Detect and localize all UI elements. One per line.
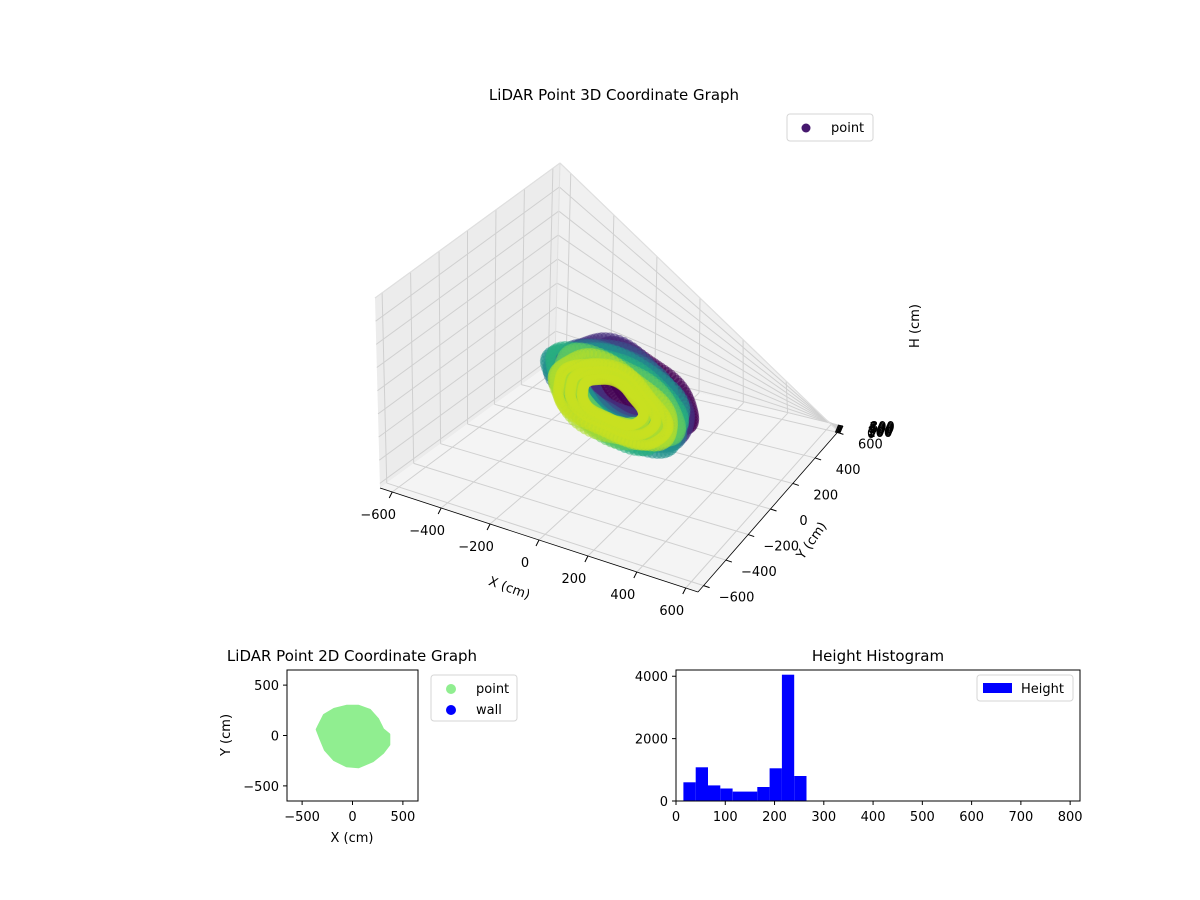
histogram-bar bbox=[782, 675, 794, 801]
chart-2d-legend-label: wall bbox=[476, 703, 502, 718]
histogram-x-tick-label: 500 bbox=[910, 810, 935, 825]
chart-3d-x-tick bbox=[683, 588, 686, 594]
chart-3d-y-tick bbox=[748, 535, 754, 537]
histogram-bar bbox=[770, 768, 782, 801]
histogram-x-tick-label: 100 bbox=[713, 810, 738, 825]
histogram-x-tick-label: 700 bbox=[1008, 810, 1033, 825]
chart-3d-x-tick bbox=[585, 556, 588, 562]
chart-3d-y-tick-label: −400 bbox=[741, 565, 777, 580]
histogram-bar bbox=[683, 782, 695, 801]
chart-3d-legend-marker bbox=[802, 124, 811, 133]
histogram-y-tick-label: 2000 bbox=[635, 733, 668, 748]
histogram-bar bbox=[745, 792, 757, 801]
chart-3d-y-tick-label: −200 bbox=[763, 540, 799, 555]
chart-2d-x-tick-label: −500 bbox=[284, 810, 320, 825]
histogram-x-tick-label: 300 bbox=[811, 810, 836, 825]
chart-2d-legend-label: point bbox=[476, 682, 509, 697]
histogram-x-tick-label: 400 bbox=[861, 810, 886, 825]
histogram-x-tick-label: 600 bbox=[959, 810, 984, 825]
chart-3d-y-tick bbox=[726, 560, 732, 562]
chart-3d-x-tick-label: 200 bbox=[562, 572, 587, 587]
chart-3d-y-tick-label: 400 bbox=[836, 463, 861, 478]
chart-3d-x-tick bbox=[536, 540, 539, 546]
chart-3d-plot-area: −600−400−2000200400600−600−400−200020040… bbox=[360, 163, 894, 619]
chart-2d-x-tick-label: 500 bbox=[390, 810, 415, 825]
chart-3d-y-tick bbox=[771, 509, 777, 511]
chart-3d-x-tick bbox=[438, 508, 441, 514]
chart-3d-x-tick-label: 400 bbox=[610, 588, 635, 603]
histogram-y-tick-label: 4000 bbox=[635, 670, 668, 685]
histogram-bar bbox=[733, 792, 745, 801]
chart-3d-y-tick bbox=[793, 483, 799, 485]
chart-2d-title: LiDAR Point 2D Coordinate Graph bbox=[227, 647, 477, 665]
chart-2d-x-axis-label: X (cm) bbox=[331, 831, 374, 846]
histogram-title: Height Histogram bbox=[812, 647, 944, 665]
histogram-legend-label: Height bbox=[1021, 682, 1064, 697]
chart-3d-y-tick-label: −600 bbox=[719, 591, 755, 606]
chart-3d-z-axis-label: H (cm) bbox=[908, 304, 923, 348]
chart-2d: LiDAR Point 2D Coordinate Graph X (cm) Y… bbox=[219, 647, 517, 846]
chart-3d-point bbox=[655, 434, 666, 445]
chart-2d-y-tick-label: 500 bbox=[254, 679, 279, 694]
chart-2d-y-axis-label: Y (cm) bbox=[219, 714, 234, 757]
chart-3d-point bbox=[633, 416, 644, 427]
chart-3d-y-tick-label: 200 bbox=[813, 488, 838, 503]
chart-2d-x-tick-label: 0 bbox=[348, 810, 356, 825]
chart-3d-legend-label: point bbox=[831, 121, 864, 136]
chart-3d-x-tick bbox=[634, 572, 637, 578]
chart-2d-legend-marker bbox=[446, 705, 456, 715]
chart-3d-point bbox=[644, 425, 655, 436]
chart-2d-legend-marker bbox=[446, 684, 456, 694]
histogram-bar bbox=[708, 785, 720, 801]
chart-2d-y-tick-label: 0 bbox=[271, 730, 279, 745]
chart-2d-y-tick-label: −500 bbox=[243, 780, 279, 795]
height-histogram: Height Histogram 0 100 200 300 400 500 600 700 8… bbox=[635, 647, 1083, 825]
chart-3d-x-tick-label: −600 bbox=[360, 508, 396, 523]
histogram-x-tick-label: 0 bbox=[672, 810, 680, 825]
chart-3d-x-tick-label: 0 bbox=[521, 556, 529, 571]
histogram-bar bbox=[794, 776, 806, 801]
chart-3d-x-tick bbox=[389, 492, 392, 498]
chart-3d-x-tick bbox=[487, 524, 490, 530]
chart-3d-x-tick-label: 600 bbox=[659, 604, 684, 619]
histogram-legend: Height bbox=[977, 675, 1073, 701]
chart-3d-y-tick bbox=[704, 586, 710, 588]
histogram-legend-swatch bbox=[983, 683, 1012, 693]
chart-3d-x-tick-label: −200 bbox=[458, 540, 494, 555]
chart-3d-title: LiDAR Point 3D Coordinate Graph bbox=[489, 86, 739, 104]
chart-3d-legend: point bbox=[787, 114, 873, 141]
chart-3d-y-tick-label: 0 bbox=[799, 514, 807, 529]
histogram-bar bbox=[720, 789, 732, 802]
histogram-x-tick-label: 200 bbox=[762, 810, 787, 825]
histogram-y-tick-label: 0 bbox=[660, 795, 668, 810]
chart-3d: −600−400−2000200400600−600−400−200020040… bbox=[360, 86, 923, 619]
chart-2d-legend: point wall bbox=[431, 675, 517, 721]
histogram-bar bbox=[757, 787, 769, 801]
histogram-x-tick-label: 800 bbox=[1058, 810, 1083, 825]
chart-3d-x-axis-label: X (cm) bbox=[486, 574, 532, 603]
histogram-bar bbox=[696, 767, 708, 801]
chart-3d-z-tick-label: 800 bbox=[870, 420, 895, 435]
chart-3d-x-tick-label: −400 bbox=[409, 524, 445, 539]
chart-3d-y-tick bbox=[815, 458, 821, 460]
